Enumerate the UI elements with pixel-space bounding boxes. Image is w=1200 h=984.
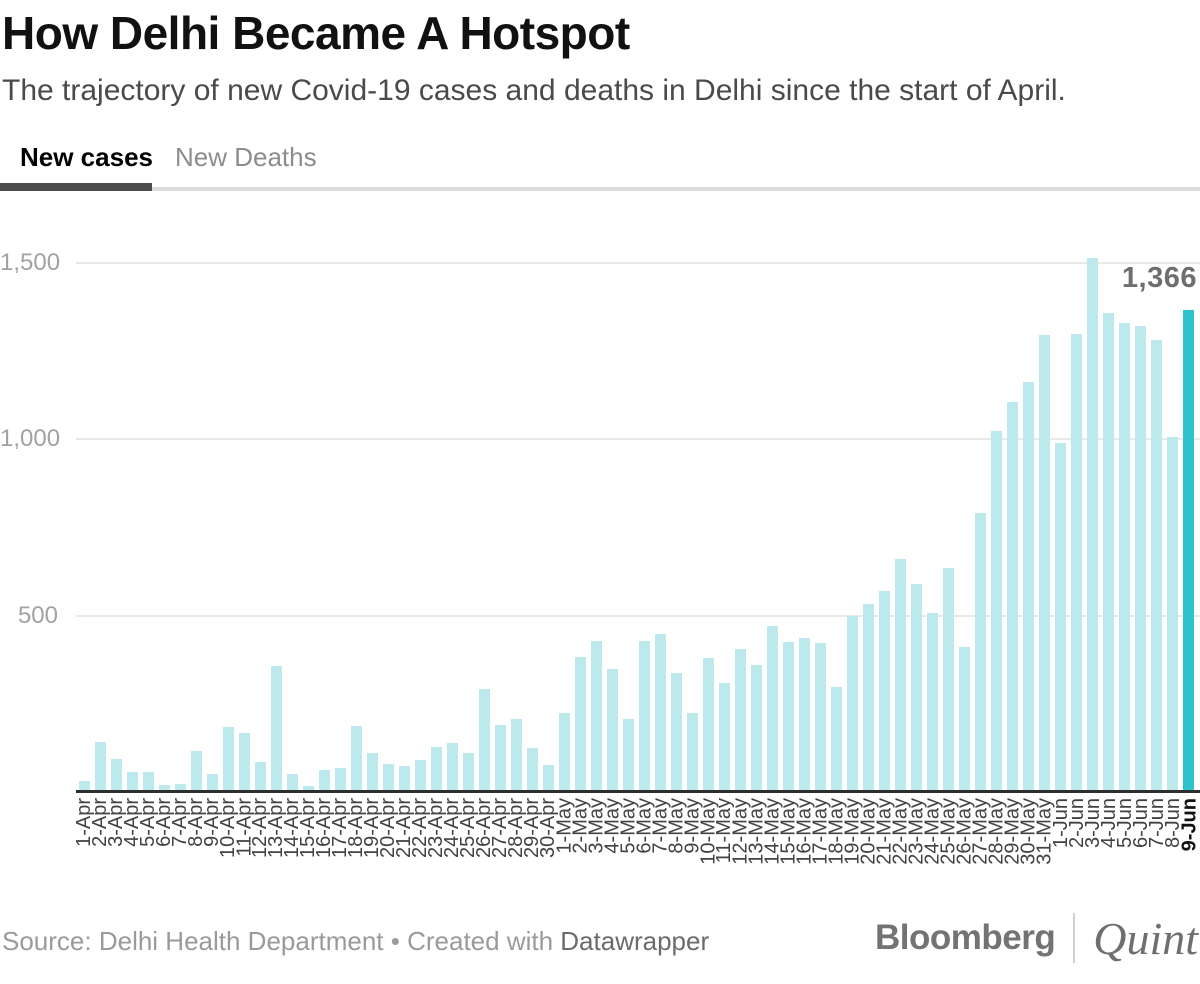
bar[interactable]	[222, 727, 234, 792]
bar[interactable]	[991, 431, 1003, 792]
page-subtitle: The trajectory of new Covid-19 cases and…	[2, 74, 1066, 107]
quint-logo: Quint	[1093, 912, 1198, 964]
bar[interactable]	[510, 719, 522, 792]
logo-divider	[1073, 913, 1076, 963]
bar[interactable]	[94, 742, 106, 792]
bar[interactable]	[1023, 382, 1035, 792]
bar[interactable]	[110, 759, 122, 792]
bar[interactable]	[831, 687, 843, 792]
bar[interactable]	[671, 673, 683, 792]
bar[interactable]	[478, 689, 490, 792]
bar[interactable]	[975, 513, 987, 792]
bar[interactable]	[430, 747, 442, 792]
bar[interactable]	[78, 781, 90, 792]
bar[interactable]	[895, 559, 907, 792]
bar[interactable]	[318, 770, 330, 792]
bar[interactable]	[1119, 323, 1131, 792]
value-annotation: 1,366	[1121, 262, 1197, 294]
bar[interactable]	[350, 726, 362, 792]
bar[interactable]	[703, 658, 715, 792]
bar[interactable]	[126, 772, 138, 792]
bar[interactable]	[1087, 258, 1099, 792]
datawrapper-link[interactable]: Datawrapper	[560, 926, 710, 956]
x-axis-line	[76, 790, 1200, 793]
page-title: How Delhi Became A Hotspot	[2, 7, 630, 59]
bar[interactable]	[927, 613, 939, 792]
bar[interactable]	[286, 774, 298, 792]
bar[interactable]	[270, 666, 282, 792]
bar[interactable]	[911, 584, 923, 792]
bar[interactable]	[959, 647, 971, 792]
bar[interactable]	[190, 751, 202, 792]
active-tab-indicator	[0, 183, 152, 191]
source-prefix: Source:	[2, 926, 99, 956]
bar[interactable]	[334, 768, 346, 792]
bar[interactable]	[783, 642, 795, 792]
bar[interactable]	[174, 784, 186, 792]
bar[interactable]	[494, 725, 506, 792]
source-attribution: Source: Delhi Health Department • Create…	[2, 926, 709, 957]
bar[interactable]	[542, 765, 554, 792]
bar[interactable]	[767, 626, 779, 792]
bar[interactable]	[639, 641, 650, 792]
bar[interactable]	[1135, 326, 1147, 792]
y-tick-label: 500	[17, 601, 58, 629]
bar[interactable]	[622, 719, 634, 792]
source-name: Delhi Health Department	[98, 926, 384, 956]
bar[interactable]	[238, 733, 250, 792]
bar[interactable]	[719, 683, 731, 792]
bar[interactable]	[590, 641, 602, 792]
bar[interactable]	[1055, 443, 1067, 792]
bar[interactable]	[1007, 402, 1019, 792]
bar[interactable]	[526, 748, 538, 792]
bar[interactable]	[574, 657, 586, 792]
bar[interactable]	[606, 669, 618, 792]
bar[interactable]	[735, 649, 747, 792]
bloomberg-logo: Bloomberg	[874, 918, 1056, 957]
bar[interactable]	[687, 713, 699, 792]
y-tick-label: 1,500	[0, 249, 61, 276]
bar[interactable]	[799, 638, 811, 792]
bar[interactable]	[847, 616, 859, 792]
bar[interactable]	[1071, 334, 1083, 792]
bar[interactable]	[206, 774, 218, 792]
bar[interactable]	[1183, 310, 1195, 792]
bar[interactable]	[1039, 335, 1051, 792]
tab-new-deaths[interactable]: New Deaths	[175, 142, 317, 172]
tab-track	[0, 183, 1200, 191]
gridline	[76, 614, 1200, 617]
bar[interactable]	[414, 760, 426, 792]
gridline	[76, 438, 1200, 441]
created-with-text: Created with	[407, 926, 561, 956]
bar[interactable]	[254, 762, 266, 792]
bar[interactable]	[142, 772, 154, 792]
bar[interactable]	[382, 764, 394, 792]
tab-new-cases[interactable]: New cases	[20, 142, 153, 172]
bar[interactable]	[446, 743, 458, 792]
y-tick-label: 1,000	[0, 425, 61, 453]
bar[interactable]	[366, 753, 378, 792]
bar[interactable]	[558, 713, 570, 792]
bar[interactable]	[158, 785, 170, 792]
bar[interactable]	[398, 766, 410, 792]
publisher-logos: Bloomberg Quint	[875, 908, 1198, 968]
source-separator: •	[383, 926, 408, 956]
bar[interactable]	[879, 591, 891, 792]
bar[interactable]	[1167, 437, 1179, 792]
x-tick-label: 9-Jun	[1178, 798, 1200, 852]
bar[interactable]	[943, 568, 955, 792]
bar[interactable]	[302, 786, 314, 792]
bar[interactable]	[462, 753, 474, 792]
bar[interactable]	[655, 634, 667, 792]
bar[interactable]	[1103, 313, 1115, 792]
bar[interactable]	[751, 665, 763, 792]
gridline	[76, 262, 1200, 264]
bar[interactable]	[863, 604, 875, 792]
bar[interactable]	[1151, 340, 1163, 792]
bar[interactable]	[815, 643, 827, 792]
